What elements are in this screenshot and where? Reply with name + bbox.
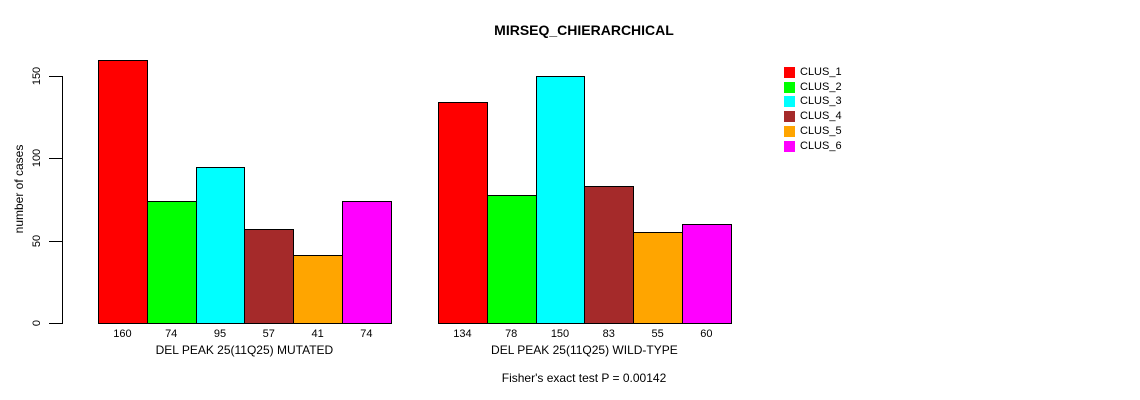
bar-clus_4-group1	[244, 229, 295, 324]
y-tick-label: 0	[31, 319, 43, 327]
legend-swatch	[784, 140, 795, 152]
bar-value-label: 95	[213, 328, 227, 340]
bar-clus_2-group2	[486, 194, 537, 324]
legend-label: CLUS_2	[800, 80, 842, 93]
bar-clus_6-group2	[682, 224, 732, 324]
bar-value-label: 41	[311, 328, 324, 340]
legend-item-clus_5: CLUS_5	[784, 125, 884, 139]
legend-swatch	[784, 111, 795, 123]
legend-item-clus_3: CLUS_3	[784, 95, 884, 109]
y-axis-line	[62, 76, 63, 324]
y-tick-label: 150	[31, 66, 43, 86]
bar-clus_1-group2	[438, 102, 488, 324]
legend-item-clus_2: CLUS_2	[784, 81, 884, 95]
y-tick	[49, 323, 62, 324]
bar-clus_3-group1	[195, 166, 246, 324]
legend-item-clus_4: CLUS_4	[784, 110, 884, 124]
x-axis-group-label: DEL PEAK 25(11Q25) MUTATED	[155, 343, 334, 357]
bar-value-label: 134	[453, 328, 472, 340]
bar-clus_1-group1	[98, 59, 148, 324]
bar-value-label: 160	[113, 328, 132, 340]
bar-value-label: 150	[550, 328, 570, 340]
bar-value-label: 60	[700, 328, 713, 340]
legend-label: CLUS_6	[800, 139, 842, 152]
chart-title: MIRSEQ_CHIERARCHICAL	[494, 22, 674, 38]
bar-value-label: 83	[602, 328, 615, 340]
y-tick-label: 100	[31, 149, 43, 168]
legend-label: CLUS_5	[800, 124, 842, 137]
bar-value-label: 74	[360, 328, 373, 340]
bar-clus_4-group2	[584, 186, 635, 324]
y-axis-label: number of cases	[12, 144, 26, 234]
y-tick-label: 50	[31, 234, 43, 247]
legend-label: CLUS_1	[800, 66, 842, 78]
fisher-test-annotation: Fisher's exact test P = 0.00142	[501, 371, 667, 385]
bar-value-label: 55	[651, 328, 664, 340]
bar-clus_5-group2	[633, 232, 683, 324]
bar-value-label: 57	[262, 328, 275, 340]
legend-swatch	[784, 81, 795, 93]
bar-value-label: 74	[165, 328, 178, 340]
legend-item-clus_6: CLUS_6	[784, 140, 884, 154]
legend-label: CLUS_4	[800, 110, 842, 123]
legend-swatch	[784, 67, 795, 78]
legend-swatch	[784, 125, 795, 137]
bar-clus_3-group2	[535, 76, 586, 324]
legend-label: CLUS_3	[800, 95, 842, 108]
bar-clus_6-group1	[342, 201, 392, 324]
bar-clus_2-group1	[146, 201, 197, 324]
y-tick	[49, 240, 62, 242]
y-tick	[49, 76, 62, 77]
bar-value-label: 78	[505, 328, 518, 340]
y-tick	[49, 158, 62, 160]
legend-item-clus_1: CLUS_1	[784, 66, 884, 80]
x-axis-group-label: DEL PEAK 25(11Q25) WILD-TYPE	[491, 343, 678, 357]
legend-swatch	[784, 96, 795, 108]
bar-clus_5-group1	[293, 255, 343, 324]
